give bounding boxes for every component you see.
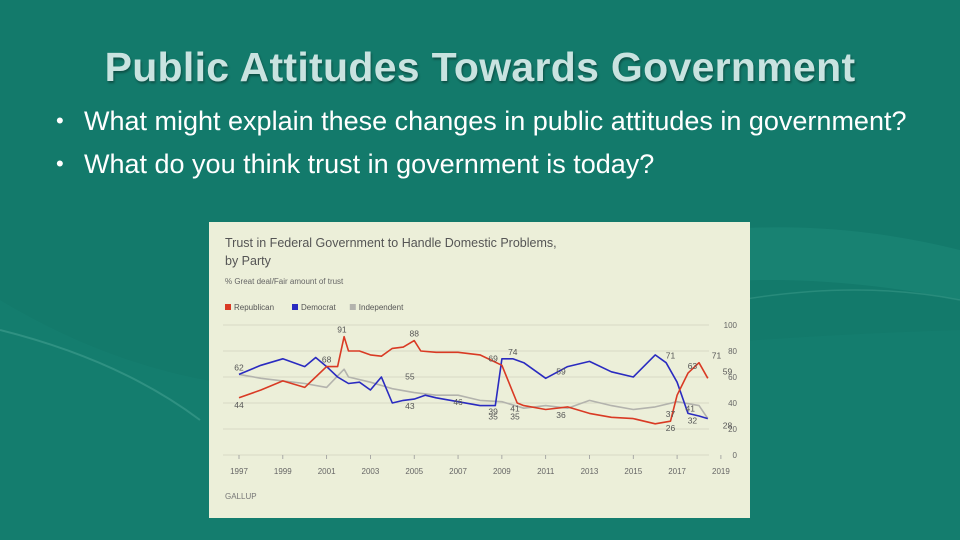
bullet-item: • What might explain these changes in pu… [56, 104, 916, 138]
bullet-text: What do you think trust in government is… [84, 149, 655, 179]
series-line-independent [238, 368, 709, 420]
data-label: 26 [666, 423, 676, 433]
chart-subtitle: % Great deal/Fair amount of trust [225, 277, 344, 286]
data-label: 43 [405, 401, 415, 411]
bullet-dot-icon: • [56, 151, 64, 176]
y-axis-ticks: 0 20 40 60 80 100 [724, 321, 738, 460]
data-label: 41 [686, 404, 696, 414]
x-tick-label: 2007 [449, 467, 467, 476]
x-tick-label: 1997 [230, 467, 248, 476]
data-label: 91 [337, 325, 347, 335]
data-label: 39 [488, 406, 498, 416]
chart-title-line2: by Party [225, 254, 272, 268]
data-label: 62 [234, 362, 244, 372]
y-tick-label: 80 [728, 347, 737, 356]
data-label: 69 [488, 353, 498, 363]
series-line-republican [238, 335, 709, 425]
y-tick-label: 0 [733, 451, 738, 460]
data-label: 37 [666, 409, 676, 419]
chart-source: GALLUP [225, 492, 257, 501]
y-tick-label: 40 [728, 399, 737, 408]
data-label: 59 [723, 366, 733, 376]
x-axis-ticks: 1997 1999 2001 2003 2005 2007 2009 2011 2013 2015… [230, 455, 730, 476]
data-label: 35 [488, 412, 498, 422]
bullet-text: What might explain these changes in publ… [84, 106, 907, 136]
legend-swatch [225, 304, 231, 310]
data-label: 55 [405, 372, 415, 382]
chart-title-line1: Trust in Federal Government to Handle Do… [225, 236, 557, 250]
chart-legend: Republican Democrat Independent [225, 303, 404, 312]
data-label: 63 [688, 361, 698, 371]
x-tick-label: 2005 [405, 467, 423, 476]
y-tick-label: 60 [728, 373, 737, 382]
chart-grid [223, 324, 709, 456]
data-label: 32 [688, 415, 698, 425]
data-label: 28 [723, 421, 733, 431]
y-tick-label: 100 [724, 321, 738, 330]
x-tick-label: 2009 [493, 467, 511, 476]
legend-swatch [292, 304, 298, 310]
legend-label: Democrat [301, 303, 336, 312]
chart-panel: Trust in Federal Government to Handle Do… [209, 222, 750, 518]
x-tick-label: 1999 [274, 467, 292, 476]
data-label: 41 [510, 404, 520, 414]
y-tick-label: 20 [728, 425, 737, 434]
slide-title: Public Attitudes Towards Government [104, 44, 856, 90]
data-label: 59 [556, 366, 566, 376]
trust-chart: Trust in Federal Government to Handle Do… [223, 236, 738, 501]
data-label: 71 [666, 351, 676, 361]
x-tick-label: 2017 [668, 467, 686, 476]
x-tick-label: 2001 [318, 467, 336, 476]
series-lines [238, 335, 709, 425]
legend-label: Republican [234, 303, 274, 312]
data-label: 46 [453, 397, 463, 407]
data-label: 36 [556, 410, 566, 420]
data-label: 88 [410, 329, 420, 339]
bullet-list: • What might explain these changes in pu… [56, 104, 916, 190]
legend-swatch [349, 304, 356, 310]
data-label: 71 [712, 351, 722, 361]
series-line-democrat [238, 354, 709, 420]
data-label: 74 [508, 347, 518, 357]
bullet-dot-icon: • [56, 108, 64, 133]
x-tick-label: 2003 [362, 467, 380, 476]
bullet-item: • What do you think trust in government … [56, 147, 916, 181]
data-label: 35 [510, 412, 520, 422]
x-tick-label: 2013 [581, 467, 599, 476]
data-label: 44 [234, 400, 244, 410]
legend-label: Independent [359, 303, 404, 312]
x-tick-label: 2019 [712, 467, 730, 476]
x-tick-label: 2015 [624, 467, 642, 476]
x-tick-label: 2011 [537, 467, 555, 476]
data-label: 68 [322, 355, 332, 365]
